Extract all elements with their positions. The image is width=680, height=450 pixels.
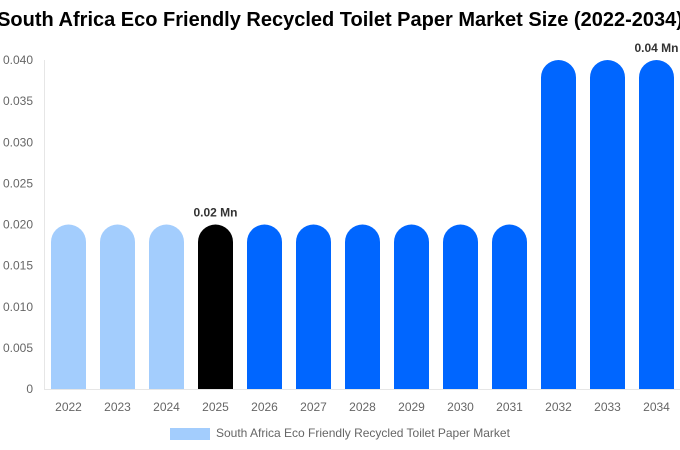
bar-2032[interactable] — [541, 59, 576, 389]
y-tick-label: 0 — [26, 382, 33, 396]
x-tick-label: 2034 — [643, 400, 670, 414]
y-tick-label: 0.025 — [3, 176, 33, 190]
x-tick-label: 2026 — [251, 400, 278, 414]
x-tick-label: 2029 — [398, 400, 425, 414]
y-tick-label: 0.030 — [3, 135, 33, 149]
x-tick-label: 2025 — [202, 400, 229, 414]
legend-label: South Africa Eco Friendly Recycled Toile… — [216, 426, 511, 440]
x-tick-label: 2022 — [55, 400, 82, 414]
y-tick-label: 0.040 — [3, 53, 33, 67]
bar-2033[interactable] — [590, 59, 625, 389]
bar-2028[interactable] — [345, 224, 380, 390]
y-tick-label: 0.005 — [3, 341, 33, 355]
x-tick-label: 2024 — [153, 400, 180, 414]
x-tick-label: 2028 — [349, 400, 376, 414]
bar-2027[interactable] — [296, 224, 331, 390]
bar-2022[interactable] — [51, 224, 86, 390]
y-tick-label: 0.015 — [3, 259, 33, 273]
data-label: 0.04 Mn — [634, 41, 678, 55]
bar-2023[interactable] — [100, 224, 135, 390]
y-tick-label: 0.010 — [3, 300, 33, 314]
bar-2029[interactable] — [394, 224, 429, 390]
bar-2031[interactable] — [492, 224, 527, 390]
x-tick-label: 2032 — [545, 400, 572, 414]
x-tick-label: 2033 — [594, 400, 621, 414]
x-tick-label: 2023 — [104, 400, 131, 414]
y-tick-label: 0.035 — [3, 94, 33, 108]
bar-2024[interactable] — [149, 224, 184, 390]
legend-swatch — [170, 428, 210, 440]
x-tick-label: 2030 — [447, 400, 474, 414]
legend[interactable]: South Africa Eco Friendly Recycled Toile… — [170, 426, 511, 440]
x-tick-label: 2031 — [496, 400, 523, 414]
bar-2025[interactable] — [198, 224, 233, 390]
bar-2030[interactable] — [443, 224, 478, 390]
chart-title: South Africa Eco Friendly Recycled Toile… — [0, 9, 680, 31]
data-label: 0.02 Mn — [193, 206, 237, 220]
bar-2026[interactable] — [247, 224, 282, 390]
y-tick-label: 0.020 — [3, 218, 33, 232]
x-tick-label: 2027 — [300, 400, 327, 414]
bar-2034[interactable] — [639, 59, 674, 389]
